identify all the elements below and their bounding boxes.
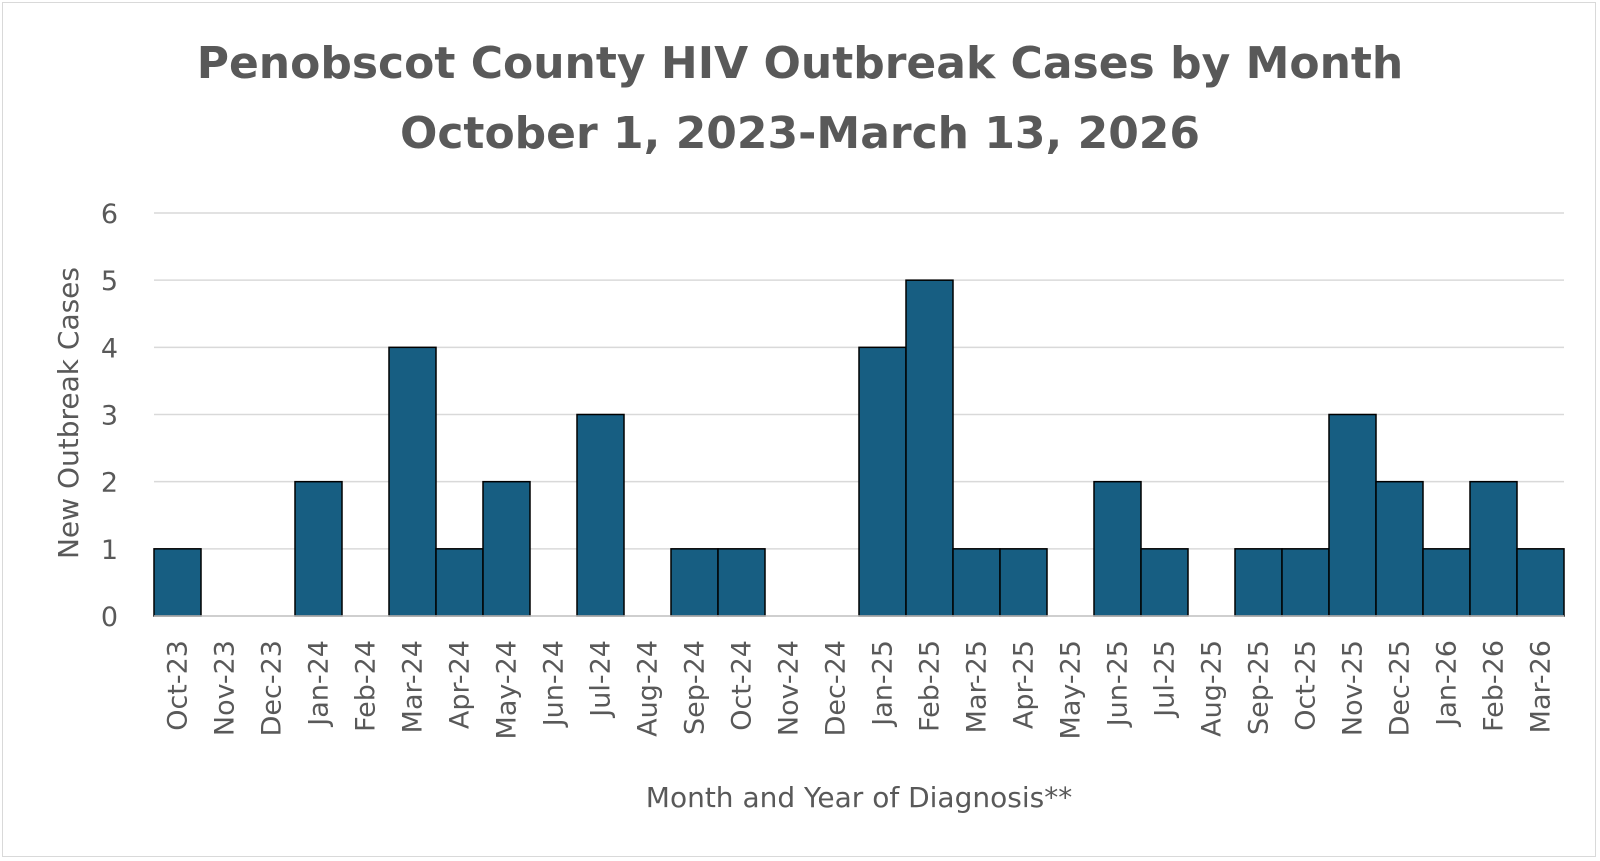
bar-Apr-24 (435, 548, 484, 617)
x-tick-label: Feb-24 (351, 640, 382, 732)
x-tick-label: Oct-23 (163, 640, 194, 731)
x-tick-label: Jan-25 (868, 640, 899, 728)
bar-Mar-25 (952, 548, 1001, 617)
x-tick-label: Feb-25 (915, 640, 946, 732)
bar-Oct-24 (717, 548, 766, 617)
x-tick-label: Jan-26 (1432, 640, 1463, 728)
y-tick-label: 0 (101, 602, 118, 633)
x-tick-label: Jul-24 (586, 640, 617, 719)
bar-Nov-25 (1328, 413, 1377, 617)
x-tick-label: Jun-24 (539, 640, 570, 728)
bar-Feb-26 (1469, 480, 1518, 617)
x-tick-label: Mar-26 (1526, 640, 1557, 733)
x-tick-label: Nov-24 (774, 640, 805, 736)
chart-subtitle: October 1, 2023-March 13, 2026 (399, 108, 1201, 159)
y-tick-label: 3 (101, 401, 118, 432)
bar-Oct-23 (153, 548, 202, 617)
x-tick-label: Aug-24 (633, 640, 664, 737)
y-tick-label: 5 (101, 266, 118, 297)
bar-Mar-24 (388, 346, 437, 617)
bar-Jan-24 (294, 480, 343, 617)
x-axis-title: Month and Year of Diagnosis** (646, 781, 1072, 814)
y-tick-labels: 0 1 2 3 4 5 6 (101, 199, 118, 633)
x-tick-label: May-24 (492, 640, 523, 739)
x-tick-label: Nov-23 (210, 640, 241, 736)
x-tick-label: Feb-26 (1479, 640, 1510, 732)
bar-Jan-26 (1422, 548, 1471, 617)
y-axis-title: New Outbreak Cases (52, 267, 85, 559)
chart-title: Penobscot County HIV Outbreak Cases by M… (196, 38, 1404, 89)
y-tick-label: 1 (101, 535, 118, 566)
y-tick-label: 4 (101, 333, 118, 364)
x-tick-label: Apr-24 (445, 640, 476, 729)
x-tick-label: Dec-24 (821, 640, 852, 736)
bar-Jul-25 (1140, 548, 1189, 617)
bar-Jun-25 (1093, 480, 1142, 617)
x-tick-label: Oct-25 (1291, 640, 1322, 731)
x-tick-labels: Oct-23 Nov-23 Dec-23 Jan-24 Feb-24 Mar-24 Apr-… (163, 640, 1557, 739)
x-tick-label: May-25 (1056, 640, 1087, 739)
x-tick-label: Jun-25 (1103, 640, 1134, 728)
bar-May-24 (482, 480, 531, 617)
x-tick-label: Sep-24 (680, 640, 711, 735)
x-tick-label: Oct-24 (727, 640, 758, 731)
x-tick-label: Aug-25 (1197, 640, 1228, 737)
x-tick-label: Sep-25 (1244, 640, 1275, 735)
bar-Sep-24 (670, 548, 719, 617)
x-tick-label: Apr-25 (1009, 640, 1040, 729)
bar-Feb-25 (905, 279, 954, 617)
x-tick-label: Mar-24 (398, 640, 429, 733)
bar-Oct-25 (1281, 548, 1330, 617)
bars (153, 279, 1565, 617)
bar-Jan-25 (858, 346, 907, 617)
x-tick-label: Dec-23 (257, 640, 288, 736)
x-tick-label: Jan-24 (304, 640, 335, 728)
x-tick-label: Dec-25 (1385, 640, 1416, 736)
bar-Jul-24 (576, 413, 625, 617)
y-tick-label: 2 (101, 468, 118, 499)
bar-Mar-26 (1516, 548, 1565, 617)
x-tick-label: Mar-25 (962, 640, 993, 733)
bar-Sep-25 (1234, 548, 1283, 617)
bar-Dec-25 (1375, 480, 1424, 617)
x-tick-label: Nov-25 (1338, 640, 1369, 736)
y-tick-label: 6 (101, 199, 118, 230)
bar-Apr-25 (999, 548, 1048, 617)
x-tick-label: Jul-25 (1150, 640, 1181, 719)
